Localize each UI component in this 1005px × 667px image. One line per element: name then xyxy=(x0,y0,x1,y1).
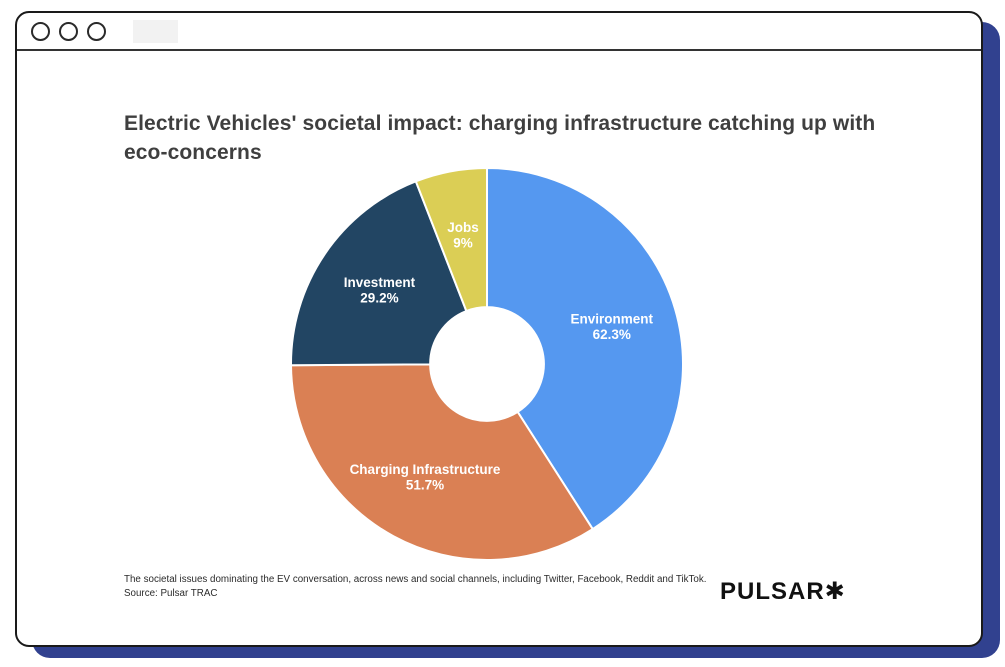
donut-chart: Environment 62.3% Charging Infrastructure 5… xyxy=(289,166,684,561)
slice-label-investment: Investment 29.2% xyxy=(344,275,416,306)
caption-line-2: Source: Pulsar TRAC xyxy=(124,588,218,599)
browser-window: Electric Vehicles' societal impact: char… xyxy=(15,11,983,647)
window-titlebar xyxy=(17,13,981,51)
slice-label-jobs: Jobs 9% xyxy=(447,220,479,251)
pie-slice-charging-infrastructure[interactable] xyxy=(289,363,595,561)
slice-label-environment: Environment 62.3% xyxy=(571,311,654,342)
titlebar-tab-placeholder xyxy=(133,19,178,43)
pulsar-logo: PULSAR✱ xyxy=(720,578,846,605)
window-control-button-3[interactable] xyxy=(87,21,106,41)
pie-slice-jobs[interactable] xyxy=(414,166,488,313)
pie-slice-investment[interactable] xyxy=(290,180,468,367)
chart-title: Electric Vehicles' societal impact: char… xyxy=(124,112,876,165)
chart-caption: The societal issues dominating the EV co… xyxy=(124,573,724,601)
window-control-button-1[interactable] xyxy=(31,21,50,41)
caption-line-1: The societal issues dominating the EV co… xyxy=(124,574,707,585)
window-control-button-2[interactable] xyxy=(59,21,78,41)
slice-label-charging-infrastructure: Charging Infrastructure 51.7% xyxy=(350,462,501,493)
